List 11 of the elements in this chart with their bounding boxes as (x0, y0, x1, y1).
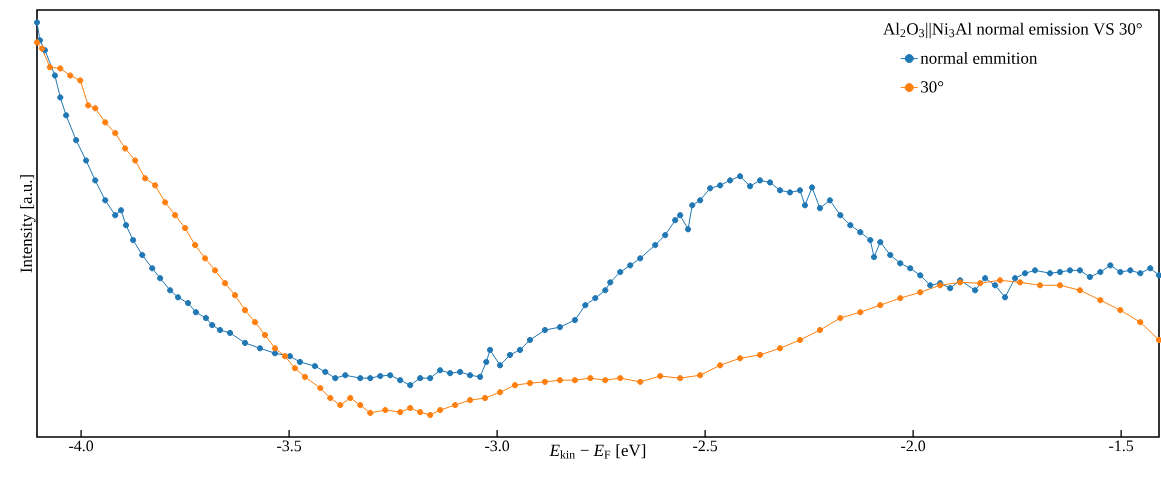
x-tick-label: -2.0 (901, 440, 926, 452)
legend-label: normal emmition (920, 51, 1038, 64)
x-axis-title: E$_{kin}$ − E$_{F}$ [eV] (549, 444, 646, 459)
legend-title: Al$_{2}$O$_{3}$||Ni$_{3}$Al normal emission VS 30° (883, 22, 1142, 39)
x-tick-label: -2.5 (693, 440, 718, 452)
x-tick-label: -4.0 (69, 440, 94, 452)
x-tick-label: -1.5 (1109, 440, 1134, 452)
x-tick-label: -3.5 (277, 440, 302, 452)
legend-label: 30° (921, 81, 944, 93)
x-tick-label: -3.0 (485, 440, 510, 452)
y-axis-title: Intensity [a.u.] (20, 175, 36, 273)
